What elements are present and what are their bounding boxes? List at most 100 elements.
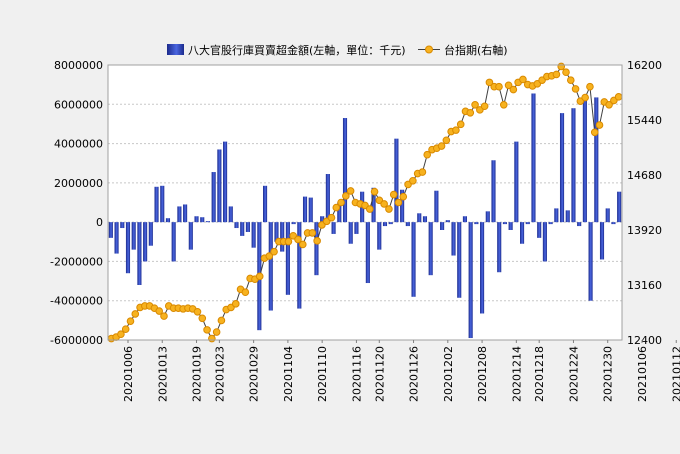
line-point: [504, 81, 513, 90]
bar: [280, 222, 285, 252]
bar: [348, 222, 353, 244]
bar: [165, 218, 171, 223]
line-point: [409, 176, 417, 185]
bar: [417, 213, 422, 223]
bar: [434, 190, 439, 223]
bar: [337, 202, 342, 223]
bar: [445, 220, 450, 223]
bar: [262, 185, 268, 223]
bar: [605, 208, 610, 223]
x-axis-tick-label: 20201116: [350, 346, 363, 402]
bar: [514, 141, 519, 223]
left-axis-tick-label: -4000000: [50, 295, 103, 308]
left-axis-tick-label: -6000000: [50, 334, 103, 347]
line-point: [327, 213, 336, 222]
bar: [519, 222, 525, 244]
line-point: [308, 229, 317, 237]
bar: [599, 222, 605, 260]
right-axis-tick-label: 12400: [627, 334, 662, 347]
line-point: [203, 326, 211, 334]
bar: [223, 141, 228, 223]
line-point: [284, 237, 293, 246]
bar: [422, 216, 428, 223]
line-point: [241, 288, 250, 297]
line-point: [313, 237, 321, 245]
bar: [594, 97, 599, 223]
line-point: [581, 93, 589, 102]
bar: [125, 222, 131, 274]
line-point: [571, 85, 580, 93]
right-axis-tick-label: 16200: [627, 59, 662, 72]
bar: [160, 185, 165, 223]
grid-lines: [108, 103, 622, 302]
bar: [314, 222, 319, 276]
bar: [554, 208, 559, 223]
right-axis-tick-label: 13920: [627, 224, 662, 237]
bar: [108, 222, 113, 238]
x-axis-tick-label: 20201120: [373, 346, 386, 402]
line-point: [117, 330, 125, 339]
line-point: [198, 314, 207, 323]
right-axis-tick-label: 15440: [627, 114, 662, 127]
bar: [571, 108, 576, 223]
line-point: [193, 307, 202, 316]
bar: [588, 222, 593, 301]
left-axis-tick-label: 6000000: [54, 98, 103, 111]
bar: [217, 149, 222, 223]
left-axis-tick-label: 4000000: [54, 138, 103, 151]
bar: [188, 222, 193, 250]
bar: [440, 222, 445, 230]
line-point: [456, 120, 465, 129]
x-axis-tick-label: 20201104: [282, 346, 295, 402]
bar: [468, 222, 473, 339]
bar: [474, 222, 479, 225]
bar: [428, 222, 433, 276]
bar: [611, 222, 616, 225]
bar: [365, 222, 370, 284]
bar: [342, 118, 348, 223]
legend-line-marker: [425, 45, 433, 54]
line-point: [365, 205, 374, 213]
bar: [200, 217, 205, 223]
bar: [320, 216, 325, 223]
line-point: [590, 128, 599, 137]
line-point: [217, 316, 226, 325]
line-point: [437, 142, 446, 150]
x-axis-tick-label: 20201218: [533, 346, 546, 402]
bar: [302, 196, 308, 223]
bar: [120, 222, 125, 229]
line-point: [442, 136, 451, 145]
bar: [485, 211, 490, 223]
bar: [154, 186, 159, 223]
bar: [297, 222, 302, 309]
axes: 8000000 6000000 4000000 2000000 0 -2000000 -40…: [50, 59, 680, 402]
bar: [171, 222, 176, 262]
bar: [502, 222, 507, 225]
legend: 八大官股行庫買賣超金額(左軸，單位：千元) 台指期(右軸): [167, 43, 508, 57]
right-axis-tick-label: 13160: [627, 279, 662, 292]
bar: [548, 222, 553, 225]
bar: [462, 216, 468, 223]
line-point: [499, 101, 508, 109]
line-point: [566, 76, 575, 84]
line-point: [423, 150, 432, 159]
x-axis-tick-label: 20201029: [248, 346, 261, 402]
left-axis-tick-label: 2000000: [54, 177, 103, 190]
left-axis-tick-label: -2000000: [50, 255, 103, 268]
bar: [525, 222, 530, 225]
bar: [497, 222, 502, 273]
line-point: [480, 102, 489, 111]
bar: [183, 204, 188, 223]
line-point: [385, 205, 393, 213]
x-axis-tick-label: 20201230: [602, 346, 615, 402]
bar: [382, 222, 388, 227]
x-axis-tick-label: 20201006: [122, 346, 135, 402]
line-point: [231, 300, 240, 308]
bar: [131, 222, 136, 250]
line-point: [380, 200, 388, 208]
bar: [451, 222, 456, 256]
x-axis-tick-label: 20201224: [567, 346, 580, 402]
bar: [148, 222, 153, 246]
bar: [491, 160, 496, 223]
line-point: [394, 198, 403, 207]
